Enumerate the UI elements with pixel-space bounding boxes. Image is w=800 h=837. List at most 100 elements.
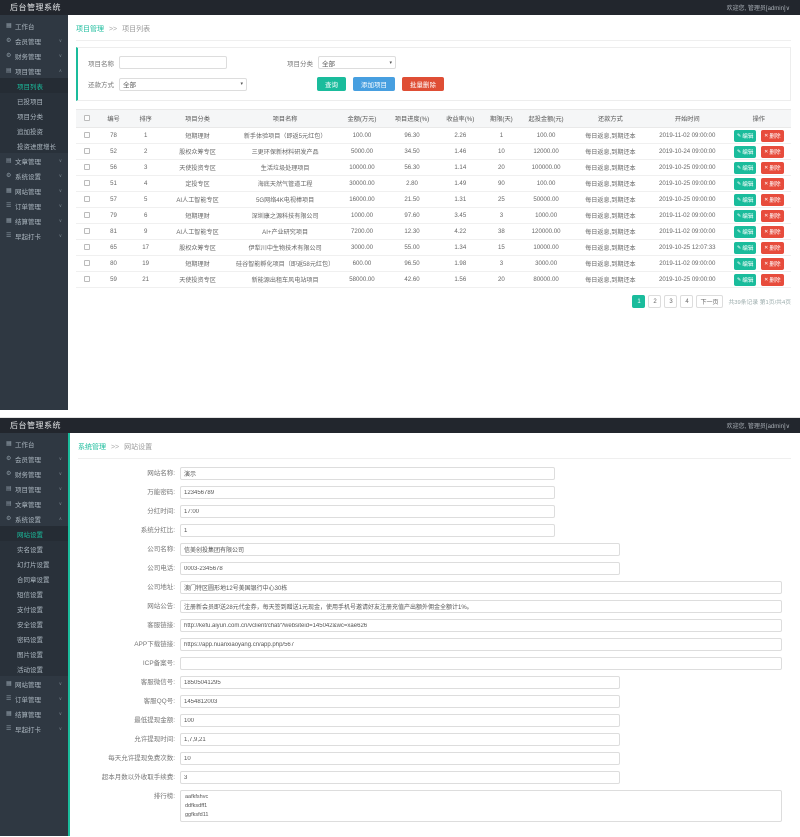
field-input[interactable]	[180, 695, 620, 708]
delete-button[interactable]: ✕ 删除	[761, 161, 784, 174]
sidebar-item[interactable]: ☰ 早起打卡 ∨	[0, 721, 68, 736]
sidebar-item[interactable]: ⚙ 财务管理 ∨	[0, 466, 68, 481]
select-all-checkbox[interactable]	[83, 115, 90, 122]
delete-button[interactable]: ✕ 删除	[761, 129, 784, 142]
edit-button[interactable]: ✎ 编辑	[734, 145, 757, 158]
edit-button[interactable]: ✎ 编辑	[734, 193, 757, 206]
field-input[interactable]	[180, 714, 620, 727]
field-input[interactable]	[180, 505, 555, 518]
sidebar-item[interactable]: ☰ 订单管理 ∨	[0, 198, 68, 213]
field-input[interactable]	[180, 676, 620, 689]
field-input[interactable]	[180, 752, 620, 765]
sidebar-item[interactable]: 安全设置	[0, 616, 68, 631]
add-project-button[interactable]: 添加项目	[353, 77, 395, 91]
sidebar-item[interactable]: ▦ 网站管理 ∨	[0, 676, 68, 691]
sidebar-item[interactable]: 项目列表	[0, 78, 68, 93]
field-input[interactable]	[180, 771, 620, 784]
sidebar-item[interactable]: 已投项目	[0, 93, 68, 108]
edit-button[interactable]: ✎ 编辑	[734, 225, 757, 238]
field-input[interactable]	[180, 619, 782, 632]
field-textarea[interactable]	[180, 790, 782, 822]
project-name-input[interactable]	[119, 56, 227, 69]
sidebar-item[interactable]: 合同章设置	[0, 571, 68, 586]
top-header: 后台管理系统 欢迎您, 管理员[admin]∨	[0, 0, 800, 15]
edit-button[interactable]: ✎ 编辑	[734, 177, 757, 190]
delete-button[interactable]: ✕ 删除	[761, 273, 784, 286]
delete-button[interactable]: ✕ 删除	[761, 225, 784, 238]
edit-button[interactable]: ✎ 编辑	[734, 129, 757, 142]
field-input[interactable]	[180, 467, 555, 480]
sidebar-item[interactable]: 幻灯片设置	[0, 556, 68, 571]
sidebar-item[interactable]: ▦ 结算管理 ∨	[0, 706, 68, 721]
sidebar-item[interactable]: 短信设置	[0, 586, 68, 601]
page-button[interactable]: 4	[680, 295, 694, 308]
row-checkbox[interactable]	[83, 276, 90, 283]
edit-button[interactable]: ✎ 编辑	[734, 241, 757, 254]
sidebar-item[interactable]: ⚙ 系统设置 ∧	[0, 511, 68, 526]
row-checkbox[interactable]	[83, 196, 90, 203]
page-button[interactable]: 3	[664, 295, 678, 308]
sidebar-item[interactable]: ▤ 文章管理 ∨	[0, 153, 68, 168]
field-input[interactable]	[180, 581, 782, 594]
field-input[interactable]	[180, 657, 782, 670]
sidebar-item[interactable]: 实名设置	[0, 541, 68, 556]
page-button[interactable]: 2	[648, 295, 662, 308]
delete-button[interactable]: ✕ 删除	[761, 209, 784, 222]
sidebar-item[interactable]: ⚙ 系统设置 ∨	[0, 168, 68, 183]
sidebar-item[interactable]: ▦ 工作台	[0, 436, 68, 451]
sidebar-item[interactable]: 追加投资	[0, 123, 68, 138]
field-input[interactable]	[180, 562, 620, 575]
field-input[interactable]	[180, 600, 782, 613]
delete-button[interactable]: ✕ 删除	[761, 193, 784, 206]
sidebar-item[interactable]: 项目分类	[0, 108, 68, 123]
field-input[interactable]	[180, 486, 555, 499]
sidebar-item[interactable]: ☰ 早起打卡 ∨	[0, 228, 68, 243]
sidebar-item[interactable]: 图片设置	[0, 646, 68, 661]
edit-button[interactable]: ✎ 编辑	[734, 273, 757, 286]
row-checkbox[interactable]	[83, 260, 90, 267]
search-button[interactable]: 查询	[317, 77, 346, 91]
row-checkbox[interactable]	[83, 148, 90, 155]
breadcrumb-section[interactable]: 项目管理	[76, 26, 104, 33]
delete-button[interactable]: ✕ 删除	[761, 241, 784, 254]
sidebar-item[interactable]: 密码设置	[0, 631, 68, 646]
sidebar-item[interactable]: ▤ 项目管理 ∨	[0, 481, 68, 496]
row-checkbox[interactable]	[83, 180, 90, 187]
user-menu[interactable]: 欢迎您, 管理员[admin]∨	[726, 424, 790, 430]
sidebar-item[interactable]: 支付设置	[0, 601, 68, 616]
sidebar-item[interactable]: 网站设置	[0, 526, 68, 541]
sidebar-item[interactable]: 活动设置	[0, 661, 68, 676]
sidebar-item[interactable]: ▦ 网站管理 ∨	[0, 183, 68, 198]
row-checkbox[interactable]	[83, 244, 90, 251]
field-input[interactable]	[180, 543, 620, 556]
row-checkbox[interactable]	[83, 164, 90, 171]
sidebar-item[interactable]: ⚙ 会员管理 ∨	[0, 33, 68, 48]
row-checkbox[interactable]	[83, 132, 90, 139]
breadcrumb-section[interactable]: 系统管理	[78, 444, 106, 451]
delete-button[interactable]: ✕ 删除	[761, 177, 784, 190]
page-button[interactable]: 1	[632, 295, 646, 308]
bulk-delete-button[interactable]: 批量删除	[402, 77, 444, 91]
row-checkbox[interactable]	[83, 228, 90, 235]
user-menu[interactable]: 欢迎您, 管理员[admin]∨	[726, 6, 790, 12]
delete-button[interactable]: ✕ 删除	[761, 257, 784, 270]
sidebar-item[interactable]: ▦ 结算管理 ∨	[0, 213, 68, 228]
field-input[interactable]	[180, 638, 782, 651]
field-input[interactable]	[180, 733, 620, 746]
sidebar-item[interactable]: ▤ 文章管理 ∨	[0, 496, 68, 511]
sidebar-item[interactable]: ⚙ 会员管理 ∨	[0, 451, 68, 466]
field-input[interactable]	[180, 524, 555, 537]
sidebar-item[interactable]: 投资进度增长	[0, 138, 68, 153]
delete-button[interactable]: ✕ 删除	[761, 145, 784, 158]
repay-select[interactable]: 全部 ▾	[119, 77, 247, 91]
edit-button[interactable]: ✎ 编辑	[734, 257, 757, 270]
sidebar-item[interactable]: ▦ 工作台	[0, 18, 68, 33]
row-checkbox[interactable]	[83, 212, 90, 219]
category-select[interactable]: 全部 ▾	[318, 56, 396, 69]
page-button[interactable]: 下一页	[696, 295, 723, 308]
sidebar-item[interactable]: ⚙ 财务管理 ∨	[0, 48, 68, 63]
edit-button[interactable]: ✎ 编辑	[734, 209, 757, 222]
sidebar-item[interactable]: ☰ 订单管理 ∨	[0, 691, 68, 706]
sidebar-item[interactable]: ▤ 项目管理 ∧	[0, 63, 68, 78]
edit-button[interactable]: ✎ 编辑	[734, 161, 757, 174]
